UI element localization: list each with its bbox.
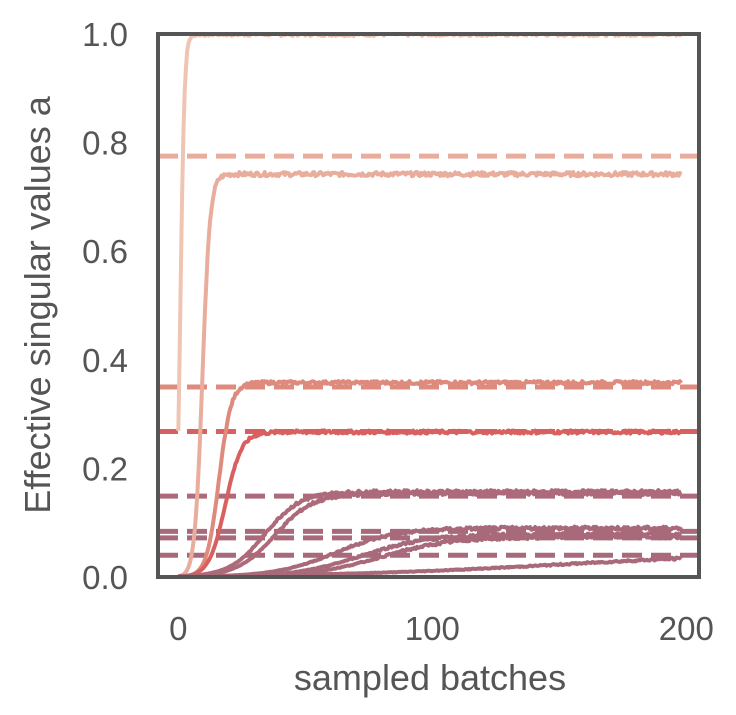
series-line-3	[177, 428, 683, 577]
y-tick-label: 1.0	[82, 16, 128, 53]
x-axis-ticks: 0 100 200	[169, 610, 714, 647]
series-line-2	[177, 379, 683, 577]
x-tick-label: 200	[659, 610, 714, 647]
series-line-0	[176, 34, 683, 432]
y-tick-label: 0.8	[82, 125, 128, 162]
plot-frame	[156, 32, 701, 579]
series-line-5	[177, 489, 683, 577]
y-axis-label: Effective singular values a	[17, 95, 58, 514]
y-tick-label: 0.0	[82, 559, 128, 596]
x-tick-label: 100	[405, 610, 460, 647]
y-axis-ticks: 0.0 0.2 0.4 0.6 0.8 1.0	[82, 16, 128, 596]
y-tick-label: 0.4	[82, 342, 128, 379]
y-tick-label: 0.2	[82, 450, 128, 487]
y-tick-label: 0.6	[82, 233, 128, 270]
x-axis-label: sampled batches	[294, 657, 566, 698]
series-line-1	[177, 169, 683, 577]
x-tick-label: 0	[169, 610, 187, 647]
